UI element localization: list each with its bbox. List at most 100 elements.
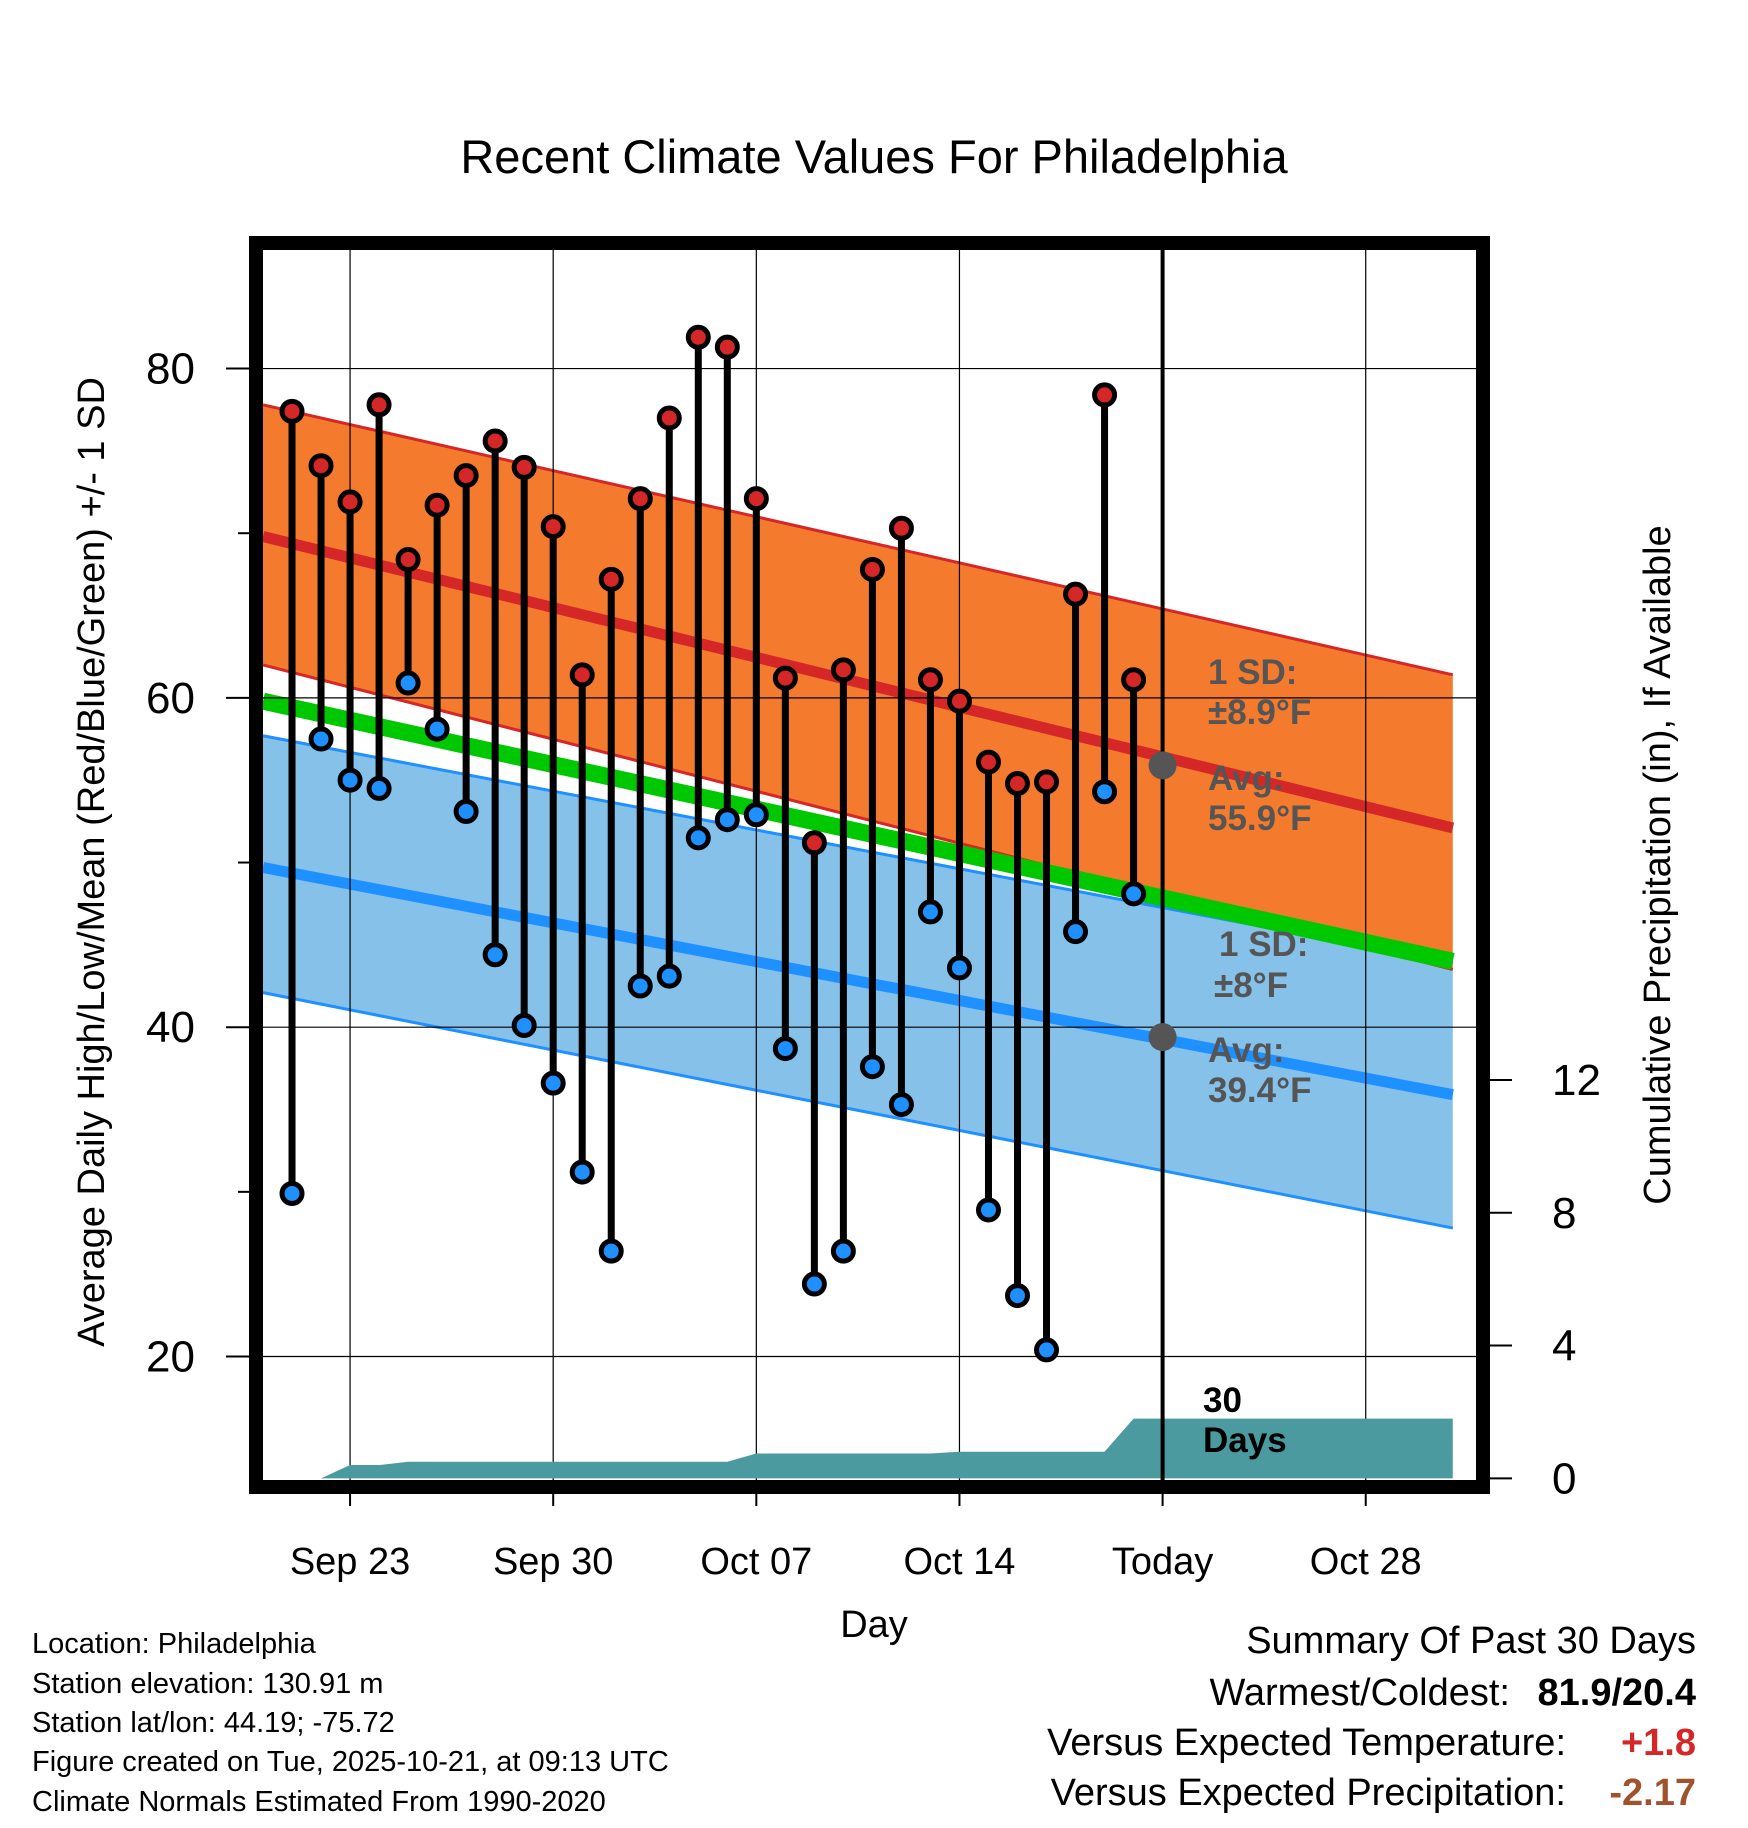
y2-tick-label: 0 [1552, 1454, 1576, 1503]
low-sd-lower-line [262, 991, 1454, 1230]
daily-high-point [511, 454, 537, 480]
low-avg-marker [1148, 1023, 1177, 1052]
y-tick-label: 20 [146, 1333, 195, 1382]
summary-precip-label: Versus Expected Precipitation: [1050, 1772, 1566, 1814]
daily-high-point [1004, 770, 1030, 796]
y-tick-label: 60 [146, 674, 195, 723]
high-avg-value: 55.9°F [1208, 799, 1312, 838]
daily-high-point [743, 486, 769, 512]
footer-location: Location: Philadelphia [32, 1628, 316, 1660]
daily-high-point [366, 392, 392, 418]
x-tick-label: Oct 28 [1310, 1541, 1422, 1583]
daily-low-point [830, 1238, 856, 1264]
daily-high-point [1034, 769, 1060, 795]
x-tick-label: Sep 30 [493, 1541, 613, 1583]
daily-high-point [917, 667, 943, 693]
y2-tick-label: 4 [1552, 1322, 1576, 1371]
daily-low-point [946, 955, 972, 981]
low-normal-line [261, 862, 1454, 1101]
y-tick-label: 40 [146, 1003, 195, 1052]
daily-low-point [685, 825, 711, 851]
daily-low-point [975, 1197, 1001, 1223]
y-axis-label: Average Daily High/Low/Mean (Red/Blue/Gr… [71, 377, 113, 1347]
daily-high-point [424, 492, 450, 518]
daily-high-point [308, 453, 334, 479]
daily-low-point [772, 1036, 798, 1062]
precip-area [263, 1418, 1453, 1479]
y2-tick-label: 12 [1552, 1056, 1601, 1105]
daily-high-point [656, 405, 682, 431]
daily-high-point [279, 398, 305, 424]
low-sd-label: 1 SD: [1219, 925, 1308, 964]
daily-low-point [1121, 881, 1147, 907]
daily-low-point [482, 942, 508, 968]
high-sd-upper-line [262, 403, 1454, 677]
daily-high-point [801, 830, 827, 856]
high-normal-line [261, 531, 1455, 834]
high-avg-marker [1148, 751, 1177, 780]
daily-high-point [453, 463, 479, 489]
daily-low-point [569, 1159, 595, 1185]
daily-low-point [511, 1013, 537, 1039]
daily-high-point [946, 688, 972, 714]
high-sd-label: 1 SD: [1208, 653, 1297, 692]
daily-high-point [627, 486, 653, 512]
daily-high-point [859, 556, 885, 582]
daily-high-point [975, 749, 1001, 775]
y-tick-label: 80 [146, 345, 195, 394]
footer-created: Figure created on Tue, 2025-10-21, at 09… [32, 1746, 669, 1778]
high-sd-value: ±8.9°F [1208, 693, 1311, 732]
daily-high-point [830, 657, 856, 683]
summary-temp-label: Versus Expected Temperature: [1047, 1722, 1566, 1764]
footer-elevation: Station elevation: 130.91 m [32, 1668, 384, 1700]
summary-temp-value: +1.8 [1620, 1722, 1696, 1764]
daily-low-point [1004, 1283, 1030, 1309]
daily-high-point [1121, 667, 1147, 693]
mean-normal-line [261, 692, 1455, 970]
daily-low-point [888, 1092, 914, 1118]
daily-high-point [888, 515, 914, 541]
daily-low-point [656, 963, 682, 989]
x-axis-label: Day [840, 1604, 908, 1646]
x-tick-label: Oct 14 [903, 1541, 1015, 1583]
daily-low-point [453, 798, 479, 824]
days-label-word: Days [1203, 1421, 1287, 1460]
footer-latlon: Station lat/lon: 44.19; -75.72 [32, 1707, 395, 1739]
high-avg-label: Avg: [1208, 759, 1284, 798]
daily-low-point [366, 775, 392, 801]
daily-low-point [859, 1054, 885, 1080]
y2-axis-label: Cumulative Precipitation (in), If Availa… [1637, 525, 1679, 1204]
daily-high-point [772, 665, 798, 691]
y2-tick-label: 8 [1552, 1189, 1576, 1238]
daily-low-point [714, 807, 740, 833]
daily-high-point [540, 514, 566, 540]
summary-warm-cold-value: 81.9/20.4 [1537, 1672, 1696, 1714]
low-sd-value: ±8°F [1214, 966, 1288, 1005]
daily-low-point [917, 899, 943, 925]
daily-high-point [569, 662, 595, 688]
days-label-number: 30 [1203, 1381, 1242, 1420]
daily-low-point [308, 726, 334, 752]
x-tick-label: Sep 23 [290, 1541, 410, 1583]
daily-high-point [598, 566, 624, 592]
daily-high-point [337, 489, 363, 515]
daily-high-point [1092, 382, 1118, 408]
chart-title: Recent Climate Values For Philadelphia [460, 130, 1288, 183]
summary-precip-value: -2.17 [1609, 1772, 1696, 1814]
summary-warm-cold-label: Warmest/Coldest: [1209, 1672, 1510, 1714]
daily-high-point [685, 324, 711, 350]
daily-low-point [1092, 779, 1118, 805]
daily-low-point [801, 1271, 827, 1297]
daily-high-point [1063, 581, 1089, 607]
footer-normals: Climate Normals Estimated From 1990-2020 [32, 1786, 606, 1818]
plot-frame [249, 236, 1490, 1494]
daily-high-point [714, 334, 740, 360]
daily-low-point [598, 1238, 624, 1264]
daily-high-point [395, 547, 421, 573]
daily-low-point [743, 802, 769, 828]
daily-low-point [1034, 1337, 1060, 1363]
daily-low-point [627, 973, 653, 999]
daily-low-point [1063, 919, 1089, 945]
daily-low-point [424, 716, 450, 742]
